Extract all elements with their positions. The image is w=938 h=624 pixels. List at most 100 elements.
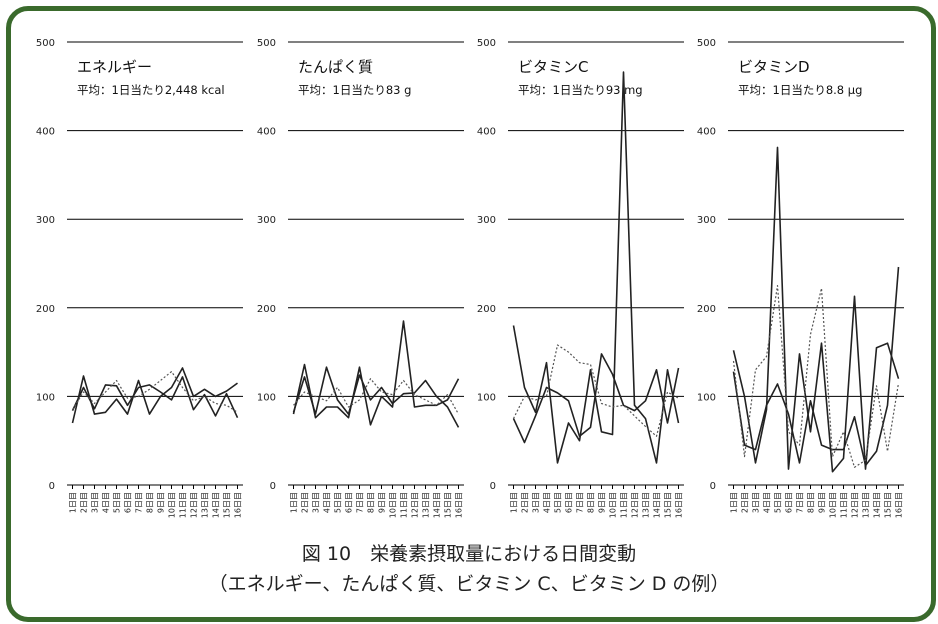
figure-caption-subtitle: （エネルギー、たんぱく質、ビタミン C、ビタミン D の例） [208,573,730,595]
x-tick-label: 3日目 [532,492,541,513]
x-tick-label: 2日目 [521,492,530,513]
y-tick-label: 500 [257,38,276,49]
y-tick-label: 200 [477,304,496,315]
x-tick-label: 5日目 [774,492,783,513]
y-tick-label: 0 [49,481,55,492]
y-tick-label: 100 [697,392,716,403]
y-tick-label: 200 [257,304,276,315]
x-tick-label: 14日目 [212,492,221,518]
series-line-2 [71,376,239,419]
x-tick-label: 8日目 [587,492,596,513]
x-tick-label: 7日目 [356,492,365,513]
x-tick-label: 16日目 [234,492,243,518]
x-tick-label: 13日目 [201,492,210,518]
y-tick-label: 100 [36,392,55,403]
x-tick-label: 11日目 [400,492,409,518]
chart-subtitle: 平均：1日当たり83 g [298,83,411,97]
y-tick-label: 100 [477,392,496,403]
x-tick-label: 4日目 [763,492,772,513]
y-tick-label: 500 [697,38,716,49]
series-line-1 [71,367,238,424]
x-tick-label: 11日目 [620,492,629,518]
x-tick-label: 6日目 [785,492,794,513]
x-tick-label: 7日目 [796,492,805,513]
x-tick-label: 1日目 [730,492,739,513]
y-tick-label: 400 [697,127,716,138]
x-tick-label: 4日目 [543,492,552,513]
series-line-3 [71,371,238,413]
x-tick-label: 4日目 [323,492,332,513]
y-tick-label: 400 [36,127,55,138]
y-tick-label: 500 [36,38,55,49]
x-tick-label: 3日目 [752,492,761,513]
chart-subtitle: 平均：1日当たり8.8 µg [738,83,862,97]
x-tick-label: 14日目 [433,492,442,518]
x-tick-label: 15日目 [223,492,232,518]
x-tick-label: 8日目 [807,492,816,513]
series-line-2 [732,266,900,467]
x-tick-label: 10日目 [609,492,618,518]
y-tick-label: 0 [710,481,716,492]
series-line-3 [512,344,679,437]
x-tick-label: 14日目 [653,492,662,518]
x-tick-label: 2日目 [741,492,750,513]
x-tick-label: 10日目 [829,492,838,518]
x-tick-label: 8日目 [367,492,376,513]
x-tick-label: 5日目 [554,492,563,513]
figure-frame [6,6,936,622]
series-line-1 [512,71,680,464]
x-tick-label: 5日目 [334,492,343,513]
chart-subtitle: 平均：1日当たり93 mg [518,83,643,97]
series-line-2 [512,353,680,444]
x-tick-label: 9日目 [157,492,166,513]
x-tick-label: 12日目 [631,492,640,518]
x-tick-label: 14日目 [873,492,882,518]
x-tick-label: 1日目 [290,492,299,513]
y-tick-label: 300 [477,215,496,226]
figure-caption-title: 図 10 栄養素摂取量における日間変動 [301,543,637,565]
x-tick-label: 12日目 [411,492,420,518]
series-line-3 [293,378,460,415]
x-tick-label: 6日目 [124,492,133,513]
x-tick-label: 12日目 [190,492,199,518]
x-tick-label: 15日目 [444,492,453,518]
chart-title: ビタミンD [738,58,810,76]
series-line-3 [732,285,900,468]
x-tick-label: 7日目 [576,492,585,513]
x-tick-label: 10日目 [389,492,398,518]
y-tick-label: 0 [490,481,496,492]
x-tick-label: 15日目 [884,492,893,518]
x-tick-label: 11日目 [840,492,849,518]
x-tick-label: 8日目 [146,492,155,513]
series-line-1 [732,146,900,473]
y-tick-label: 200 [36,304,55,315]
x-tick-label: 16日目 [675,492,684,518]
y-tick-label: 0 [270,481,276,492]
x-tick-label: 6日目 [345,492,354,513]
x-tick-label: 2日目 [80,492,89,513]
x-tick-label: 6日目 [565,492,574,513]
x-tick-label: 2日目 [301,492,310,513]
chart-title: たんぱく質 [298,58,373,76]
x-tick-label: 16日目 [455,492,464,518]
x-tick-label: 16日目 [895,492,904,518]
chart-title: ビタミンC [518,58,588,76]
y-tick-label: 400 [257,127,276,138]
x-tick-label: 13日目 [642,492,651,518]
chart-title: エネルギー [77,58,152,76]
y-tick-label: 300 [257,215,276,226]
x-tick-label: 3日目 [312,492,321,513]
x-tick-label: 9日目 [818,492,827,513]
x-tick-label: 11日目 [179,492,188,518]
x-tick-label: 15日目 [664,492,673,518]
series-line-2 [292,366,460,428]
y-tick-label: 300 [697,215,716,226]
x-tick-label: 1日目 [510,492,519,513]
x-tick-label: 9日目 [378,492,387,513]
y-tick-label: 500 [477,38,496,49]
x-tick-label: 3日目 [91,492,100,513]
y-tick-label: 200 [697,304,716,315]
chart-subtitle: 平均：1日当たり2,448 kcal [77,83,225,97]
x-tick-label: 4日目 [102,492,111,513]
